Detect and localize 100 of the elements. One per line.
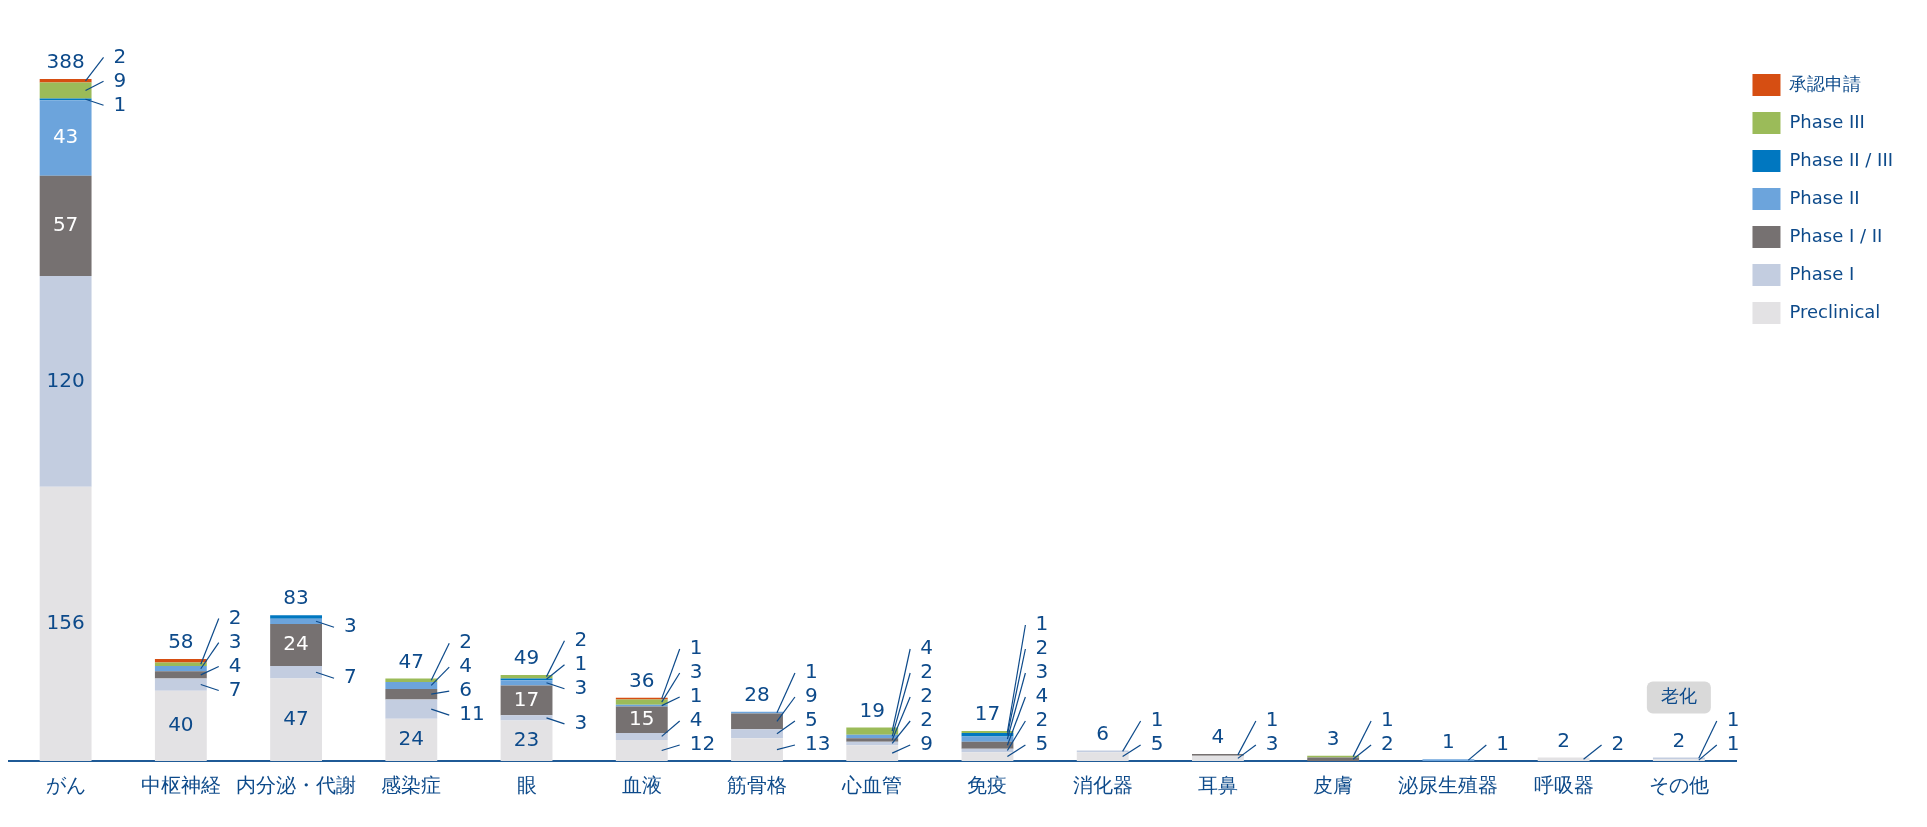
legend-label: Preclinical <box>1789 300 1881 322</box>
data-label: 4 <box>1035 683 1049 708</box>
x-tick-label: がん <box>45 773 86 798</box>
bar <box>961 741 1014 749</box>
bar <box>385 688 438 700</box>
bar <box>39 82 92 99</box>
bar <box>731 729 783 739</box>
bar <box>961 752 1014 761</box>
data-label: 1 <box>1381 707 1394 732</box>
bar <box>385 699 438 719</box>
x-tick-label: 感染症 <box>381 773 442 798</box>
data-label: 40 <box>168 712 194 737</box>
data-label: 47 <box>283 705 309 730</box>
bar <box>1076 752 1129 761</box>
data-label: 3 <box>1265 731 1279 756</box>
data-label: 3 <box>574 710 588 735</box>
bar <box>500 685 553 716</box>
total-label: 58 <box>168 629 194 654</box>
legend-label: Phase II <box>1789 186 1860 208</box>
total-label: 49 <box>513 645 540 670</box>
bar <box>1192 755 1244 761</box>
x-tick-label: 皮膚 <box>1313 773 1354 798</box>
data-label: 9 <box>920 731 933 756</box>
data-label: 24 <box>398 726 425 751</box>
data-label: 57 <box>52 212 79 237</box>
legend-label: Phase II / III <box>1789 148 1894 170</box>
bar <box>270 666 323 679</box>
bar <box>270 623 323 667</box>
x-tick-label: 筋骨格 <box>727 773 788 798</box>
data-label: 1 <box>574 650 588 675</box>
legend-label: Phase I / II <box>1789 224 1883 246</box>
data-label: 1 <box>689 683 703 708</box>
data-label: 1 <box>1150 707 1164 732</box>
data-label: 12 <box>689 731 716 756</box>
total-label: 2 <box>1672 727 1686 752</box>
data-label: 13 <box>804 731 831 756</box>
data-label: 2 <box>1035 635 1049 660</box>
x-tick-label: 眼 <box>516 773 537 798</box>
bar <box>39 275 92 487</box>
x-tick-label: 血液 <box>621 773 662 798</box>
total-label: 19 <box>859 697 885 722</box>
x-tick-label: 呼吸器 <box>1533 773 1594 798</box>
data-label: 2 <box>113 43 127 68</box>
total-label: 83 <box>283 585 309 610</box>
data-label: 156 <box>46 610 85 635</box>
data-label: 4 <box>228 652 242 677</box>
bar <box>1537 757 1590 761</box>
data-label: 2 <box>459 629 472 654</box>
bar <box>154 678 207 691</box>
bar <box>270 615 323 619</box>
data-label: 4 <box>689 707 703 732</box>
data-label: 3 <box>689 659 703 684</box>
bar <box>39 100 92 176</box>
data-label: 2 <box>1381 731 1394 756</box>
data-label: 3 <box>574 674 588 699</box>
bar <box>39 175 92 276</box>
data-label: 9 <box>113 67 127 92</box>
data-label: 15 <box>629 705 655 730</box>
x-tick-label: その他 <box>1648 773 1709 798</box>
total-label: 47 <box>398 648 425 673</box>
total-label: 3 <box>1326 725 1340 750</box>
data-label: 2 <box>1035 707 1049 732</box>
x-tick-label: 泌尿生殖器 <box>1398 773 1499 798</box>
data-label: 2 <box>574 626 588 651</box>
data-label: 17 <box>513 686 540 711</box>
data-label: 6 <box>459 677 472 702</box>
bar <box>154 659 207 663</box>
x-tick-label: 耳鼻 <box>1197 773 1238 798</box>
data-label: 9 <box>804 683 818 708</box>
bar <box>270 618 323 624</box>
data-label: 2 <box>920 707 933 732</box>
total-label: 36 <box>629 667 655 692</box>
bar <box>154 690 207 761</box>
data-label: 3 <box>228 628 242 653</box>
data-label: 43 <box>52 124 79 149</box>
bar <box>846 738 899 742</box>
bar <box>615 699 668 705</box>
data-label: 24 <box>283 631 309 656</box>
bar <box>500 715 553 721</box>
bar <box>154 671 207 679</box>
bar <box>846 727 899 735</box>
data-label: 23 <box>513 726 540 751</box>
total-label: 388 <box>46 49 85 74</box>
data-label: 5 <box>804 707 818 732</box>
data-label: 5 <box>1035 731 1049 756</box>
bar <box>500 680 553 686</box>
bar <box>270 678 323 761</box>
bar <box>731 738 783 761</box>
annotation: 老化 <box>1660 685 1697 707</box>
data-label: 1 <box>804 659 818 684</box>
legend-label: 承認申請 <box>1789 72 1862 94</box>
data-label: 1 <box>689 635 703 660</box>
total-label: 1 <box>1442 729 1455 754</box>
x-tick-label: 免疫 <box>967 773 1008 798</box>
x-tick-label: 消化器 <box>1072 773 1133 798</box>
total-label: 6 <box>1096 720 1110 745</box>
bar <box>39 486 92 761</box>
bar <box>385 678 438 682</box>
data-label: 1 <box>113 91 127 116</box>
bar <box>385 681 438 689</box>
